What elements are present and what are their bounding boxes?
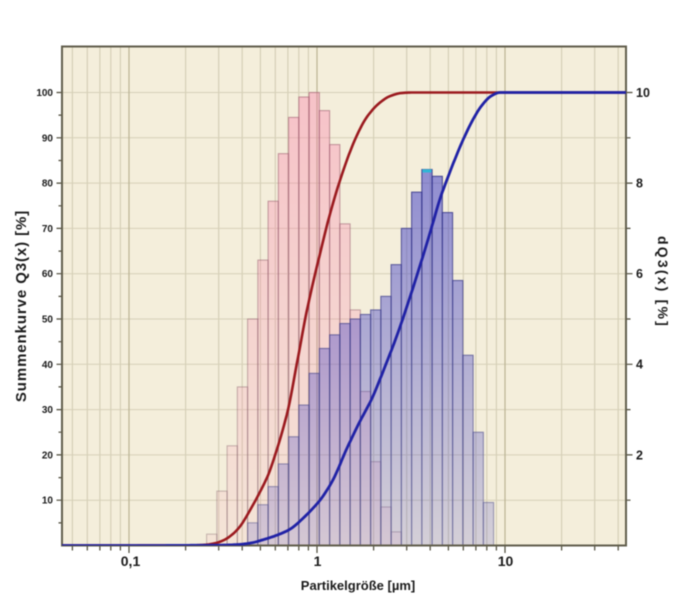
svg-text:1: 1	[314, 553, 322, 569]
svg-text:30: 30	[42, 405, 54, 416]
svg-text:100: 100	[36, 88, 53, 99]
svg-text:10: 10	[636, 86, 650, 100]
svg-text:40: 40	[42, 360, 54, 371]
svg-text:10: 10	[498, 553, 514, 569]
svg-text:4: 4	[636, 358, 643, 372]
svg-text:80: 80	[42, 179, 54, 190]
svg-text:dQ3(x) [%]: dQ3(x) [%]	[655, 236, 671, 328]
svg-text:Partikelgröße [µm]: Partikelgröße [µm]	[301, 578, 415, 593]
svg-text:8: 8	[636, 177, 643, 191]
svg-text:60: 60	[42, 269, 54, 280]
svg-text:Summenkurve Q3(x) [%]: Summenkurve Q3(x) [%]	[13, 210, 30, 402]
svg-text:50: 50	[42, 315, 54, 326]
svg-text:2: 2	[636, 448, 643, 462]
svg-text:6: 6	[636, 267, 643, 281]
svg-text:70: 70	[42, 224, 54, 235]
svg-text:10: 10	[42, 496, 54, 507]
svg-text:20: 20	[42, 450, 54, 461]
svg-text:0,1: 0,1	[121, 553, 141, 569]
svg-text:90: 90	[42, 133, 54, 144]
